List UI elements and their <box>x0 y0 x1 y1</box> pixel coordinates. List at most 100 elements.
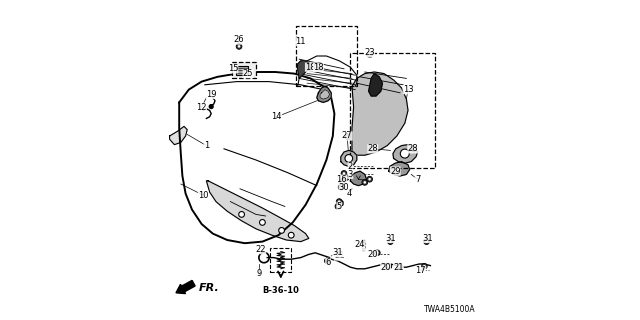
Circle shape <box>239 212 244 217</box>
Circle shape <box>345 134 351 140</box>
Text: 16: 16 <box>337 175 347 184</box>
Polygon shape <box>393 145 418 163</box>
Circle shape <box>388 265 390 268</box>
Polygon shape <box>388 162 410 176</box>
Text: 25: 25 <box>243 69 253 78</box>
Circle shape <box>337 205 339 208</box>
Text: 31: 31 <box>332 248 343 257</box>
Circle shape <box>369 178 371 180</box>
Polygon shape <box>170 126 187 145</box>
Circle shape <box>401 149 410 158</box>
Text: 31: 31 <box>422 234 433 243</box>
Text: FR.: FR. <box>198 283 219 293</box>
Polygon shape <box>298 61 312 78</box>
Polygon shape <box>351 171 366 186</box>
Text: 20: 20 <box>380 263 391 272</box>
Text: 24: 24 <box>355 240 365 249</box>
Circle shape <box>362 180 368 185</box>
Bar <box>232 62 256 78</box>
Circle shape <box>411 146 417 152</box>
Text: 27: 27 <box>342 132 353 140</box>
Circle shape <box>398 265 401 268</box>
Polygon shape <box>320 90 330 99</box>
Circle shape <box>423 265 426 268</box>
FancyArrow shape <box>176 280 195 294</box>
Circle shape <box>376 252 379 254</box>
Circle shape <box>367 52 372 57</box>
Circle shape <box>336 253 339 256</box>
Text: 13: 13 <box>403 85 413 94</box>
Circle shape <box>340 186 342 188</box>
Circle shape <box>311 63 317 68</box>
Circle shape <box>347 135 349 138</box>
Text: 28: 28 <box>408 144 418 153</box>
Text: 3: 3 <box>348 170 353 179</box>
Polygon shape <box>317 86 332 102</box>
Text: 22: 22 <box>255 245 266 254</box>
Bar <box>296 26 357 86</box>
Circle shape <box>335 204 341 209</box>
Polygon shape <box>340 150 357 166</box>
Circle shape <box>397 263 403 269</box>
Text: 12: 12 <box>196 103 207 112</box>
Circle shape <box>374 250 380 256</box>
Circle shape <box>413 148 415 150</box>
Circle shape <box>312 64 315 67</box>
Circle shape <box>288 232 294 238</box>
Text: 29: 29 <box>390 167 401 176</box>
Circle shape <box>364 181 366 184</box>
Text: 8: 8 <box>360 242 366 251</box>
Text: 11: 11 <box>296 37 306 46</box>
Circle shape <box>422 263 428 269</box>
Bar <box>270 248 291 272</box>
Text: 6: 6 <box>325 258 331 267</box>
Text: 21: 21 <box>334 252 344 260</box>
Text: 28: 28 <box>367 144 378 153</box>
Circle shape <box>236 44 242 49</box>
Circle shape <box>345 155 353 162</box>
Circle shape <box>339 184 344 190</box>
Circle shape <box>386 263 392 269</box>
Circle shape <box>324 258 330 264</box>
Bar <box>236 66 248 75</box>
Circle shape <box>389 240 392 243</box>
Polygon shape <box>352 72 408 155</box>
Text: 4: 4 <box>346 189 351 198</box>
Circle shape <box>279 228 285 233</box>
Text: 21: 21 <box>393 263 404 272</box>
Circle shape <box>344 175 349 180</box>
Circle shape <box>335 252 340 257</box>
Text: 10: 10 <box>198 191 209 200</box>
Text: 23: 23 <box>364 48 375 57</box>
Text: 19: 19 <box>206 90 216 99</box>
Circle shape <box>238 45 241 48</box>
Circle shape <box>345 176 348 179</box>
Text: 26: 26 <box>233 36 244 44</box>
Circle shape <box>369 53 371 56</box>
Circle shape <box>260 220 265 225</box>
Text: 30: 30 <box>339 183 349 192</box>
Polygon shape <box>206 181 309 242</box>
Circle shape <box>209 105 213 108</box>
Text: 31: 31 <box>385 234 396 243</box>
Circle shape <box>424 239 429 244</box>
Circle shape <box>371 148 373 150</box>
Text: 9: 9 <box>257 269 262 278</box>
Text: 1: 1 <box>204 141 209 150</box>
Circle shape <box>426 240 428 243</box>
Circle shape <box>340 181 343 184</box>
Circle shape <box>367 176 372 182</box>
Text: 18: 18 <box>305 63 316 72</box>
Text: 7: 7 <box>415 175 420 184</box>
Circle shape <box>341 171 347 176</box>
Circle shape <box>338 200 340 203</box>
Circle shape <box>337 199 342 204</box>
Text: 14: 14 <box>271 112 282 121</box>
Circle shape <box>317 63 323 68</box>
Circle shape <box>326 260 329 262</box>
Text: 15: 15 <box>228 64 238 73</box>
Text: 5: 5 <box>337 202 342 211</box>
Circle shape <box>343 172 346 175</box>
Circle shape <box>369 146 375 152</box>
Text: 17: 17 <box>415 266 426 275</box>
